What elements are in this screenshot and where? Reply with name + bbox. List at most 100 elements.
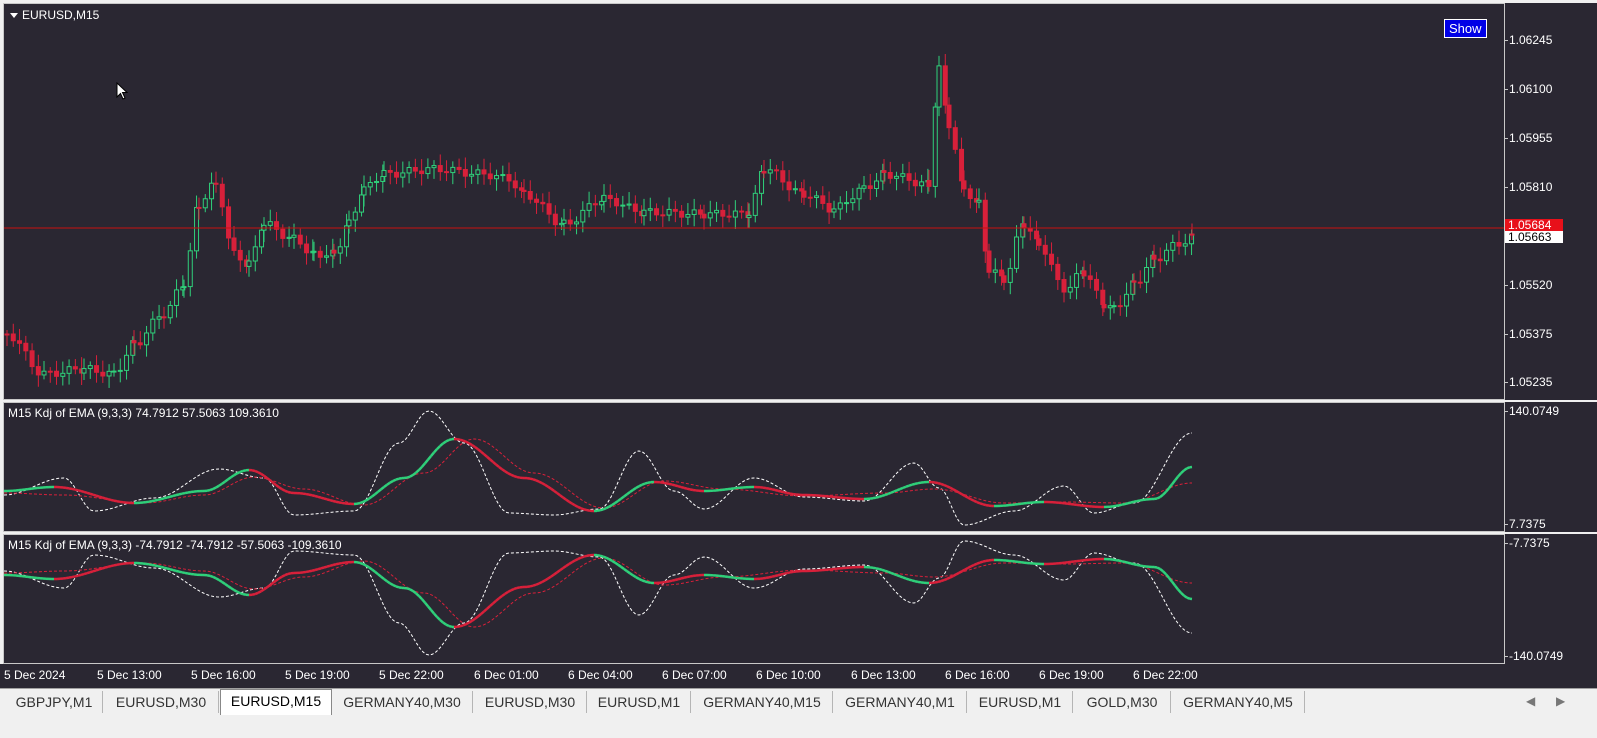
k-line-segment — [783, 491, 788, 495]
candle — [726, 204, 732, 223]
k-line-segment — [89, 570, 94, 574]
k-line-segment — [556, 569, 561, 574]
tab-eurusd-m30-2[interactable]: EURUSD,M30 — [474, 691, 587, 713]
dropdown-triangle-icon[interactable] — [10, 13, 18, 19]
k-line-segment — [872, 566, 877, 570]
k-line-segment — [623, 493, 628, 498]
candle — [697, 204, 703, 219]
arrow-right-icon[interactable]: ▶ — [1556, 694, 1566, 708]
tab-germany40-m15[interactable]: GERMANY40,M15 — [692, 691, 833, 713]
price-scale[interactable]: 1.06245 1.06100 1.05955 1.05810 1.05684 … — [1504, 3, 1597, 400]
k-line-segment — [230, 474, 235, 479]
k-line-segment — [976, 501, 981, 505]
k-line-segment — [1121, 502, 1126, 506]
candle — [367, 176, 373, 196]
k-line-segment — [550, 487, 555, 492]
candle — [1107, 295, 1113, 320]
k-line-segment — [212, 575, 217, 580]
k-line-segment — [532, 478, 537, 482]
k-line-segment — [392, 478, 397, 483]
k-line-segment — [86, 571, 91, 575]
k-line-segment — [436, 445, 441, 450]
k-line-segment — [914, 580, 919, 584]
k-line-segment — [383, 483, 388, 488]
k-line-segment — [1139, 498, 1144, 502]
k-line-segment — [424, 601, 429, 608]
show-button[interactable]: Show — [1444, 19, 1487, 38]
k-line-segment — [952, 488, 957, 492]
k-line-segment — [314, 567, 319, 572]
k-line-segment — [254, 591, 259, 596]
chart-tab-bar: GBPJPY,M1 EURUSD,M30 EURUSD,M15 GERMANY4… — [0, 688, 1597, 719]
k-line-segment — [421, 462, 426, 468]
symbol-label[interactable]: EURUSD,M15 — [10, 8, 99, 22]
k-line-segment — [181, 571, 186, 575]
k-line-segment — [917, 580, 922, 584]
kdj-inverse-indicator-panel[interactable]: M15 Kdj of EMA (9,3,3) -74.7912 -74.7912… — [3, 534, 1505, 664]
tab-eurusd-m30[interactable]: EURUSD,M30 — [104, 691, 219, 713]
tab-eurusd-m1[interactable]: EURUSD,M1 — [588, 691, 691, 713]
candle — [1144, 257, 1150, 294]
k-line-segment — [608, 558, 613, 562]
k-line-segment — [439, 442, 444, 448]
k-line-segment — [899, 575, 904, 579]
k-line-segment — [448, 624, 453, 629]
candle — [887, 161, 893, 184]
candle — [647, 197, 653, 222]
k-line-segment — [955, 571, 960, 576]
tab-germany40-m1[interactable]: GERMANY40,M1 — [834, 691, 967, 713]
candle — [150, 311, 156, 341]
candle — [1007, 258, 1013, 295]
k-line-segment — [961, 493, 966, 498]
tab-eurusd-m1-2[interactable]: EURUSD,M1 — [968, 691, 1073, 713]
k-line-segment — [209, 487, 214, 492]
indicator-scale: -7.7375 -140.0749 — [1504, 534, 1597, 664]
status-strip — [0, 718, 1597, 738]
k-line-segment — [780, 490, 785, 494]
time-label: 5 Dec 19:00 — [285, 668, 350, 682]
tab-germany40-m5[interactable]: GERMANY40,M5 — [1172, 691, 1305, 713]
candle — [746, 203, 752, 228]
candle — [739, 205, 745, 219]
k-line-segment — [504, 590, 509, 595]
tab-gbpjpy-m1[interactable]: GBPJPY,M1 — [6, 691, 103, 713]
candle — [752, 184, 758, 223]
k-line-segment — [510, 473, 515, 478]
k-line-segment — [623, 567, 628, 573]
candle — [844, 191, 850, 213]
arrow-left-icon[interactable]: ◀ — [1526, 694, 1536, 708]
k-line-segment — [323, 565, 328, 569]
k-line-segment — [976, 561, 981, 565]
k-line-segment — [101, 496, 106, 500]
k-line-segment — [668, 579, 673, 583]
k-line-segment — [356, 501, 361, 505]
k-line-segment — [611, 502, 616, 507]
k-line-segment — [602, 555, 607, 559]
k-line-segment — [151, 499, 156, 503]
k-line-segment — [884, 492, 889, 497]
k-line-segment — [257, 590, 262, 595]
tab-germany40-m30[interactable]: GERMANY40,M30 — [332, 691, 473, 713]
k-line-segment — [875, 495, 880, 499]
k-line-segment — [362, 499, 367, 504]
price-chart-panel[interactable]: EURUSD,M15 Show — [3, 3, 1505, 400]
k-line-segment — [459, 438, 464, 442]
k-line-segment — [305, 570, 310, 574]
k-line-segment — [1136, 563, 1141, 567]
k-line-segment — [212, 486, 217, 491]
k-line-segment — [338, 501, 343, 505]
kdj-indicator-panel[interactable]: M15 Kdj of EMA (9,3,3) 74.7912 57.5063 1… — [3, 402, 1505, 532]
k-line-segment — [934, 580, 939, 584]
k-line-segment — [365, 497, 370, 502]
k-line-segment — [680, 485, 685, 490]
tab-eurusd-m15[interactable]: EURUSD,M15 — [220, 689, 332, 715]
candle — [1042, 235, 1048, 267]
tab-gold-m30[interactable]: GOLD,M30 — [1074, 691, 1171, 713]
k-line-segment — [608, 503, 613, 508]
k-line-segment — [83, 490, 88, 495]
candle — [29, 343, 35, 375]
candle — [87, 361, 93, 379]
k-line-segment — [789, 492, 794, 496]
k-line-segment — [544, 577, 549, 582]
k-line-segment — [227, 476, 232, 481]
